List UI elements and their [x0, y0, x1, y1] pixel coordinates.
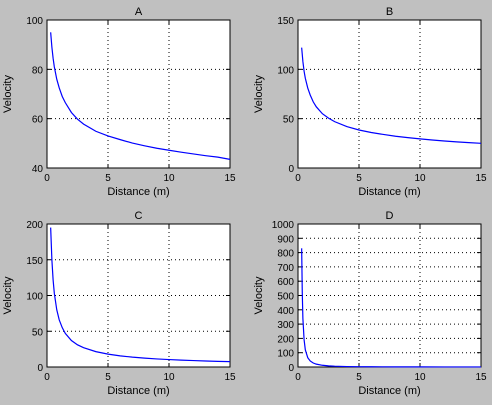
- x-tick-label: 10: [414, 372, 426, 383]
- y-tick-label: 600: [277, 277, 294, 288]
- y-tick-label: 50: [32, 327, 44, 338]
- y-tick-label: 150: [277, 16, 294, 27]
- y-axis-label: Velocity: [253, 276, 265, 314]
- y-tick-label: 300: [277, 320, 294, 331]
- y-tick-label: 100: [277, 65, 294, 76]
- x-tick-label: 0: [44, 372, 50, 383]
- chart-title: B: [386, 6, 393, 18]
- y-tick-label: 0: [288, 164, 294, 175]
- x-tick-label: 0: [295, 372, 301, 383]
- y-tick-label: 0: [288, 363, 294, 374]
- y-tick-label: 800: [277, 249, 294, 260]
- x-tick-label: 5: [356, 372, 362, 383]
- plot-area: [297, 19, 482, 169]
- y-tick-label: 100: [26, 16, 43, 27]
- series-line: [301, 47, 482, 144]
- x-tick-label: 5: [356, 173, 362, 184]
- x-tick-label: 10: [163, 372, 175, 383]
- series-line: [50, 32, 231, 160]
- x-tick-label: 0: [295, 173, 301, 184]
- chart-title: C: [135, 210, 143, 222]
- chart-title: D: [386, 210, 394, 222]
- series-line: [301, 248, 482, 368]
- x-axis-label: Distance (m): [358, 186, 420, 198]
- y-tick-label: 60: [32, 115, 44, 126]
- y-tick-label: 700: [277, 263, 294, 274]
- y-tick-label: 50: [283, 115, 295, 126]
- y-tick-label: 150: [26, 256, 43, 267]
- series-line: [50, 227, 231, 363]
- plot-area: [46, 19, 231, 169]
- x-axis-label: Distance (m): [107, 385, 169, 397]
- x-axis-label: Distance (m): [107, 186, 169, 198]
- x-tick-label: 5: [105, 372, 111, 383]
- x-tick-label: 15: [475, 372, 487, 383]
- x-tick-label: 10: [414, 173, 426, 184]
- y-tick-label: 100: [26, 292, 43, 303]
- y-tick-label: 100: [277, 349, 294, 360]
- x-axis-label: Distance (m): [358, 385, 420, 397]
- x-tick-label: 10: [163, 173, 175, 184]
- chart-title: A: [135, 6, 143, 18]
- x-tick-label: 15: [224, 173, 236, 184]
- y-tick-label: 200: [26, 220, 43, 231]
- plot-area: [297, 223, 482, 368]
- plot-area: [46, 223, 231, 368]
- x-tick-label: 15: [475, 173, 487, 184]
- y-tick-label: 0: [37, 363, 43, 374]
- y-tick-label: 500: [277, 292, 294, 303]
- y-tick-label: 40: [32, 164, 44, 175]
- x-tick-label: 5: [105, 173, 111, 184]
- x-tick-label: 0: [44, 173, 50, 184]
- chart-panel-d: 0 5 10 15 0 100 200 300 400 500 600 700 800 900 1000 D D…: [253, 210, 487, 397]
- x-tick-label: 15: [224, 372, 236, 383]
- y-tick-label: 900: [277, 234, 294, 245]
- y-tick-label: 1000: [272, 220, 295, 231]
- y-tick-label: 200: [277, 334, 294, 345]
- y-axis-label: Velocity: [2, 276, 14, 314]
- y-axis-label: Velocity: [2, 75, 14, 113]
- chart-panel-a: 0 5 10 15 40 60 80 100 A Distance (m) Velocity: [2, 6, 236, 198]
- y-axis-label: Velocity: [253, 75, 265, 113]
- y-tick-label: 80: [32, 65, 44, 76]
- y-tick-label: 400: [277, 306, 294, 317]
